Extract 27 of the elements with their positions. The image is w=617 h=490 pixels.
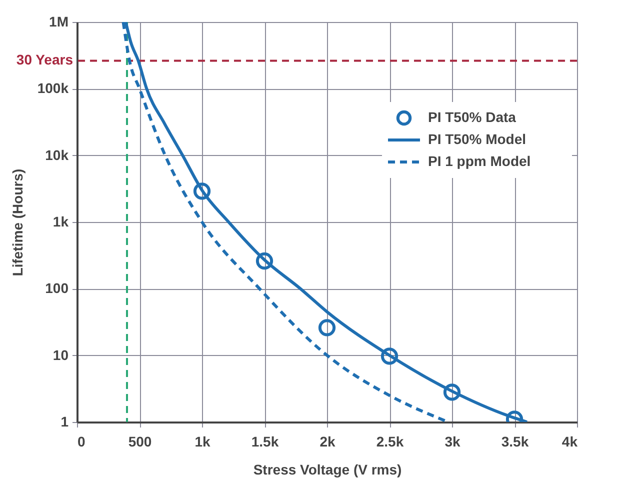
y-tick-label: 100 — [45, 280, 69, 296]
point — [443, 384, 461, 401]
legend-label: PI 1 ppm Model — [428, 153, 531, 169]
x-tick-label: 1.5k — [251, 434, 279, 450]
x-axis-title: Stress Voltage (V rms) — [253, 462, 402, 478]
y-tick-label: 10k — [45, 146, 69, 163]
ref-line-label: 30 Years — [16, 52, 74, 68]
x-tick-label: 3.5k — [501, 434, 529, 450]
y-tick-label: 100k — [37, 80, 69, 96]
point — [380, 348, 398, 365]
x-tick-label: 0 — [78, 434, 86, 450]
y-tick-label: 1k — [52, 214, 69, 230]
point — [193, 182, 211, 200]
y-axis-title: Lifetime (Hours) — [9, 168, 26, 276]
legend-label: PI T50% Model — [428, 131, 526, 147]
x-tick-label: 1k — [194, 434, 210, 450]
x-tick-label: 3k — [444, 434, 460, 450]
y-tick-label: 1M — [49, 14, 68, 30]
x-tick-label: 2k — [320, 434, 336, 450]
y-tick-label: 10 — [52, 346, 69, 363]
point — [256, 252, 274, 270]
legend-label: PI T50% Data — [428, 109, 516, 125]
x-tick-label: 2.5k — [376, 434, 404, 450]
point — [318, 319, 336, 336]
x-tick-label: 4k — [562, 434, 578, 450]
y-tick-label: 1 — [60, 414, 69, 430]
x-tick-label: 500 — [128, 434, 152, 450]
